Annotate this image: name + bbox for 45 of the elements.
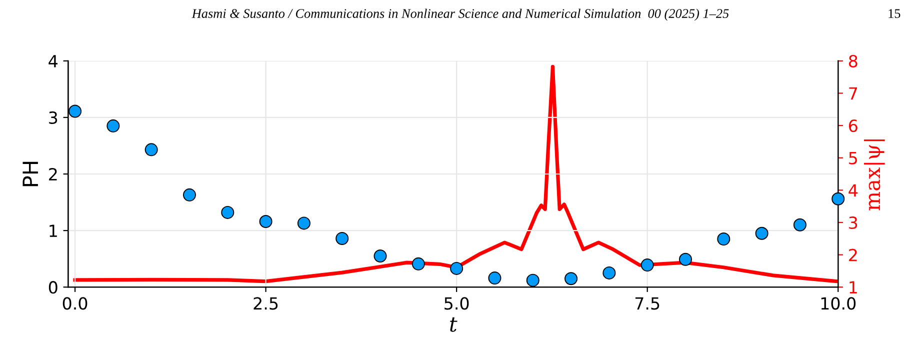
y-tick-label: 4 <box>48 55 58 68</box>
point <box>488 272 502 285</box>
y2-tick-label: 5 <box>849 152 857 164</box>
point <box>832 192 845 206</box>
x-axis-title: t <box>450 317 458 332</box>
y-tick-label: 1 <box>50 224 57 237</box>
point <box>717 232 730 246</box>
point <box>640 258 654 272</box>
y2-tick-label: 6 <box>848 119 858 132</box>
point <box>68 104 82 118</box>
point <box>221 206 234 219</box>
line-series <box>73 64 838 284</box>
x-tick-label: 0.0 <box>62 297 88 310</box>
y2-tick-label: 2 <box>849 248 857 262</box>
point <box>106 119 120 132</box>
point <box>182 188 196 202</box>
y2-tick-label: 1 <box>850 281 857 294</box>
x-tick-label: 10.0 <box>821 297 856 310</box>
point <box>374 250 387 262</box>
y-tick-label: 3 <box>49 111 58 124</box>
text: Hasmi & Susanto / Communications in Nonlinear Science and Numerical Simulation 00 (2025) 1–25 <box>192 8 729 21</box>
point <box>564 272 578 286</box>
text: 15 <box>888 9 900 18</box>
y2-tick-label: 7 <box>849 87 858 100</box>
y2-tick-label: 4 <box>848 184 858 196</box>
point <box>793 218 806 232</box>
point <box>526 274 540 287</box>
point <box>678 252 692 266</box>
point <box>602 266 616 280</box>
y-tick-label: 2 <box>49 168 57 180</box>
point <box>144 143 158 156</box>
point <box>412 257 425 270</box>
x-tick-label: 7.5 <box>635 297 660 310</box>
point <box>450 262 464 275</box>
y-tick-label: 0 <box>48 281 58 294</box>
point <box>336 232 349 245</box>
point <box>755 226 768 240</box>
y2-axis-title: max|ψ| <box>864 140 885 210</box>
x-tick-label: 2.5 <box>254 297 278 310</box>
point <box>297 216 310 230</box>
x-tick-label: 5.0 <box>444 297 469 310</box>
point <box>259 215 272 228</box>
y2-tick-label: 3 <box>849 216 858 230</box>
y2-tick-label: 8 <box>848 54 858 68</box>
y-axis-title: PH <box>22 162 38 186</box>
